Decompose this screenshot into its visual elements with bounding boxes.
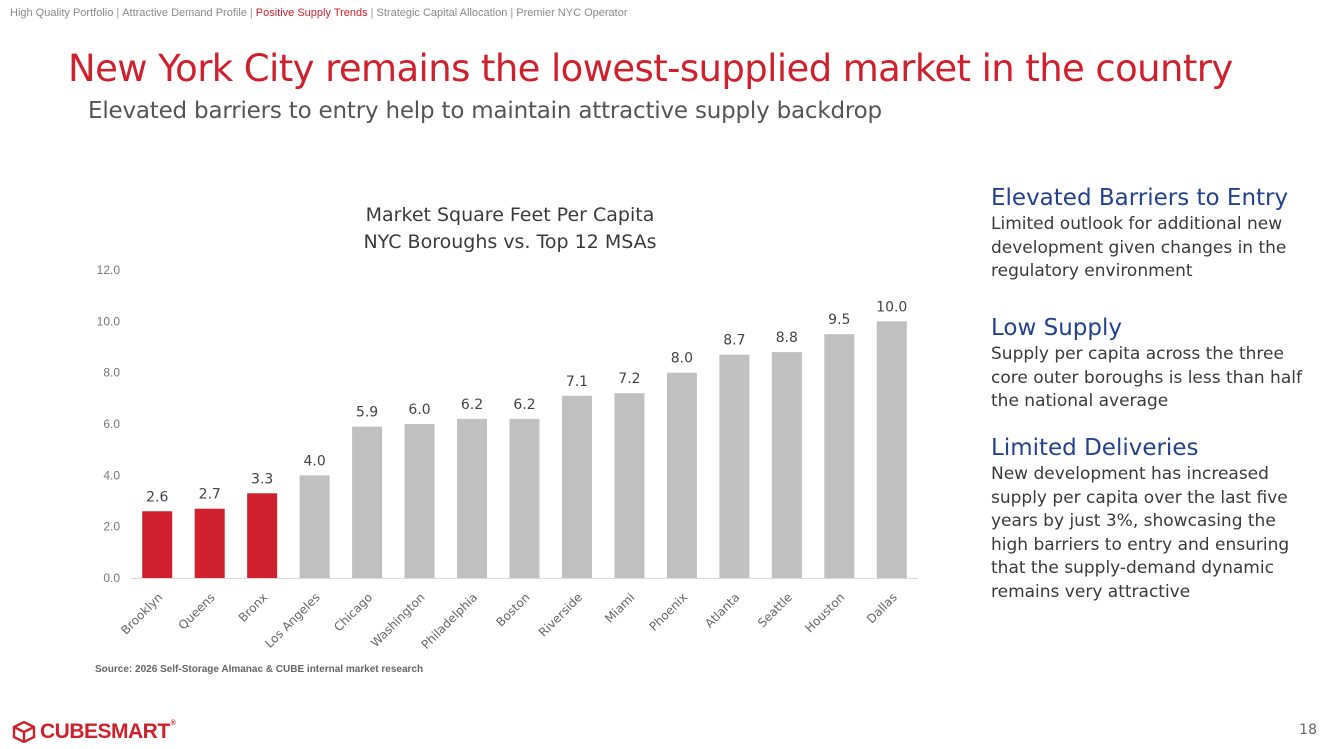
y-axis: 0.0 2.0 4.0 6.0 8.0 10.0 12.0	[97, 263, 121, 585]
bars: 2.6 2.7 3.3 4.0 5.9 6.0 6.2 6.2 7.1 7.2 8.0 8.7 8.8 9…	[142, 299, 907, 578]
y-tick-label: 6.0	[103, 417, 120, 431]
data-label: 3.3	[251, 471, 273, 487]
data-label: 6.2	[461, 397, 483, 413]
data-label: 7.2	[618, 371, 640, 387]
bar-chicago	[352, 426, 383, 578]
breadcrumb: High Quality Portfolio | Attractive Demand…	[10, 7, 628, 19]
breadcrumb-item[interactable]: Attractive Demand Profile	[122, 7, 247, 19]
page-title: New York City remains the lowest-supplie…	[68, 47, 1233, 90]
page-subtitle: Elevated barriers to entry help to maint…	[88, 98, 882, 124]
chart-subtitle: NYC Boroughs vs. Top 12 MSAs	[363, 231, 656, 253]
x-tick-label: Boston	[493, 590, 532, 629]
cube-logo-icon	[12, 721, 36, 743]
breadcrumb-item[interactable]: Premier NYC Operator	[516, 7, 628, 19]
data-label: 2.6	[146, 489, 168, 505]
bar-atlanta	[719, 354, 750, 578]
bar-boston	[509, 418, 540, 578]
bar-bronx	[247, 493, 278, 578]
bar-philadelphia	[457, 418, 488, 578]
data-label: 4.0	[304, 453, 326, 469]
x-tick-label: Los Angeles	[262, 590, 323, 651]
x-tick-label: Queens	[176, 590, 218, 632]
bar-riverside	[561, 395, 592, 578]
x-tick-label: Philadelphia	[419, 590, 481, 652]
data-label: 5.9	[356, 405, 378, 421]
point-text: New development has increased supply per…	[991, 464, 1290, 602]
bar-dallas	[876, 321, 907, 578]
point-barriers: Elevated Barriers to Entry Limited outlo…	[991, 184, 1311, 284]
x-tick-label: Atlanta	[702, 590, 742, 630]
chart-title: Market Square Feet Per Capita	[366, 204, 655, 226]
data-label: 6.2	[513, 397, 535, 413]
data-label: 8.8	[776, 330, 798, 346]
bar-queens	[194, 508, 225, 578]
breadcrumb-item-active[interactable]: Positive Supply Trends	[255, 7, 368, 19]
data-label: 6.0	[408, 402, 430, 418]
source-note: Source: 2026 Self-Storage Almanac & CUBE…	[95, 664, 424, 675]
data-label: 10.0	[876, 299, 907, 315]
data-label: 7.1	[566, 374, 588, 390]
brand-name: CUBESMART	[40, 720, 170, 743]
breadcrumb-item[interactable]: High Quality Portfolio	[10, 7, 114, 19]
y-tick-label: 10.0	[97, 314, 121, 328]
point-text: Limited outlook for additional new devel…	[991, 214, 1287, 281]
x-tick-label: Bronx	[236, 590, 271, 625]
bar-seattle	[771, 352, 802, 578]
bar-phoenix	[666, 372, 697, 578]
data-label: 2.7	[199, 487, 221, 503]
point-deliveries: Limited Deliveries New development has i…	[991, 434, 1311, 604]
x-tick-label: Riverside	[536, 590, 585, 639]
cubesmart-logo: CUBESMART®	[12, 720, 176, 744]
x-tick-label: Chicago	[331, 590, 375, 634]
point-heading: Low Supply	[991, 315, 1122, 341]
x-tick-label: Houston	[802, 590, 847, 635]
data-label: 9.5	[828, 312, 850, 328]
data-label: 8.0	[671, 351, 693, 367]
breadcrumb-item[interactable]: Strategic Capital Allocation	[376, 7, 508, 19]
x-tick-label: Phoenix	[646, 590, 690, 634]
brand-mark: ®	[170, 720, 176, 727]
x-tick-label: Miami	[602, 590, 637, 625]
y-tick-label: 4.0	[103, 468, 120, 482]
x-tick-label: Dallas	[864, 590, 900, 626]
y-tick-label: 12.0	[97, 263, 121, 277]
point-text: Supply per capita across the three core …	[991, 344, 1302, 411]
x-tick-label: Seattle	[755, 590, 795, 630]
page-number: 18	[1299, 722, 1317, 738]
point-heading: Limited Deliveries	[991, 435, 1199, 461]
x-tick-label: Brooklyn	[118, 590, 165, 637]
data-label: 8.7	[723, 333, 745, 349]
y-tick-label: 2.0	[103, 520, 120, 534]
bar-brooklyn	[142, 511, 173, 578]
bar-washington	[404, 424, 435, 578]
y-tick-label: 0.0	[103, 571, 120, 585]
y-tick-label: 8.0	[103, 366, 120, 380]
bar-los-angeles	[299, 475, 330, 578]
point-low-supply: Low Supply Supply per capita across the …	[991, 314, 1311, 414]
point-heading: Elevated Barriers to Entry	[991, 185, 1289, 211]
bar-houston	[824, 334, 855, 578]
bar-miami	[614, 393, 645, 578]
